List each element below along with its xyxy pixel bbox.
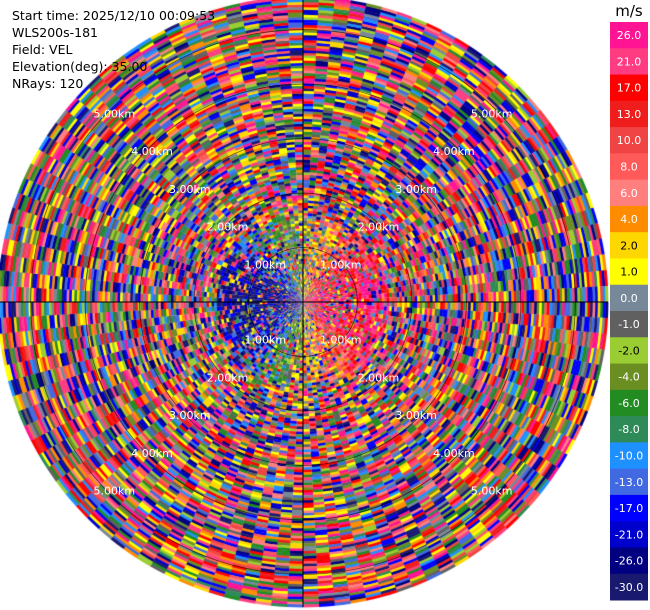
range-label-1-1: 1.00km [244,334,286,347]
range-label-5-1: 5.00km [94,485,136,498]
colorbar-swatch [610,311,648,338]
colorbar-swatch [610,232,648,259]
colorbar-swatch [610,494,648,522]
colorbar-swatch [610,573,648,601]
elevation-label: Elevation(deg): 35.00 [12,59,148,74]
colorbar-tick-label: 2.0 [620,239,638,252]
colorbar-tick-label: 6.0 [620,187,638,200]
colorbar-swatch [610,521,648,548]
colorbar-swatch [610,442,648,470]
colorbar-tick-label: 10.0 [617,134,642,147]
range-label-4-0: 4.00km [433,447,475,460]
range-label-5-2: 5.00km [94,107,136,120]
range-label-2-2: 2.00km [207,221,249,234]
colorbar-tick-label: 0.0 [620,292,638,305]
velocity-ppi-canvas [0,0,610,610]
range-label-5-0: 5.00km [471,485,513,498]
ppi-scan-plot: 1.00km 1.00km 1.00km 1.00km 2.00km 2.00km 2.00… [0,0,610,610]
colorbar-tick-label: 17.0 [617,82,642,95]
colorbar-swatch [610,468,648,496]
range-label-3-0: 3.00km [395,409,437,422]
range-label-1-2: 1.00km [244,258,286,271]
colorbar-tick-label: -21.0 [615,528,643,541]
colorbar-tick-label: -17.0 [615,502,643,515]
colorbar-unit: m/s [615,2,643,20]
field-label: Field: VEL [12,42,73,57]
colorbar-swatch [610,416,648,443]
range-label-2-3: 2.00km [358,221,400,234]
range-label-5-3: 5.00km [471,107,513,120]
colorbar-swatch [610,100,648,128]
start-time-label: Start time: 2025/12/10 00:09:53 [12,8,216,23]
colorbar-tick-label: -8.0 [618,423,639,436]
colorbar-tick-label: 1.0 [620,266,638,279]
range-label-1-0: 1.00km [320,334,362,347]
colorbar-tick-label: 13.0 [617,108,642,121]
range-label-4-1: 4.00km [131,447,173,460]
colorbar-tick-label: -4.0 [618,371,639,384]
colorbar-tick-label: -1.0 [618,318,639,331]
colorbar-swatch [610,48,648,76]
colorbar-swatch [610,179,648,207]
colorbar-swatch [610,153,648,181]
colorbar-swatch [610,337,648,365]
colorbar-tick-label: -26.0 [615,555,643,568]
range-label-3-2: 3.00km [169,183,211,196]
range-label-4-2: 4.00km [131,145,173,158]
range-label-4-3: 4.00km [433,145,475,158]
colorbar-tick-label: -30.0 [615,581,643,594]
range-label-2-0: 2.00km [358,371,400,384]
colorbar: m/s 26.0 21.0 17.0 13.0 10.0 8.0 6.0 4.0 2.0 1.0 0.… [610,2,648,601]
colorbar-tick-label: -13.0 [615,476,643,489]
colorbar-swatch [610,205,648,233]
scan-info: Start time: 2025/12/10 00:09:53 WLS200s-… [12,7,215,92]
colorbar-swatch [610,389,648,417]
colorbar-swatch [610,284,648,312]
ppi-overlay: 1.00km 1.00km 1.00km 1.00km 2.00km 2.00km 2.00… [0,0,608,607]
colorbar-tick-label: 4.0 [620,213,638,226]
colorbar-tick-label: -10.0 [615,450,643,463]
range-label-3-3: 3.00km [395,183,437,196]
range-label-1-3: 1.00km [320,258,362,271]
colorbar-tick-label: 8.0 [620,161,638,174]
colorbar-swatch [610,22,648,49]
range-label-3-1: 3.00km [169,409,211,422]
colorbar-tick-label: 21.0 [617,55,642,68]
colorbar-tick-label: -2.0 [618,344,639,357]
nrays-label: NRays: 120 [12,76,84,91]
colorbar-tick-label: -6.0 [618,397,639,410]
site-label: WLS200s-181 [12,25,98,40]
colorbar-swatch [610,363,648,391]
range-label-2-1: 2.00km [207,371,249,384]
colorbar-swatch [610,258,648,286]
colorbar-tick-label: 26.0 [617,29,642,42]
colorbar-swatch [610,547,648,575]
colorbar-swatch [610,127,648,154]
colorbar-swatch [610,74,648,102]
